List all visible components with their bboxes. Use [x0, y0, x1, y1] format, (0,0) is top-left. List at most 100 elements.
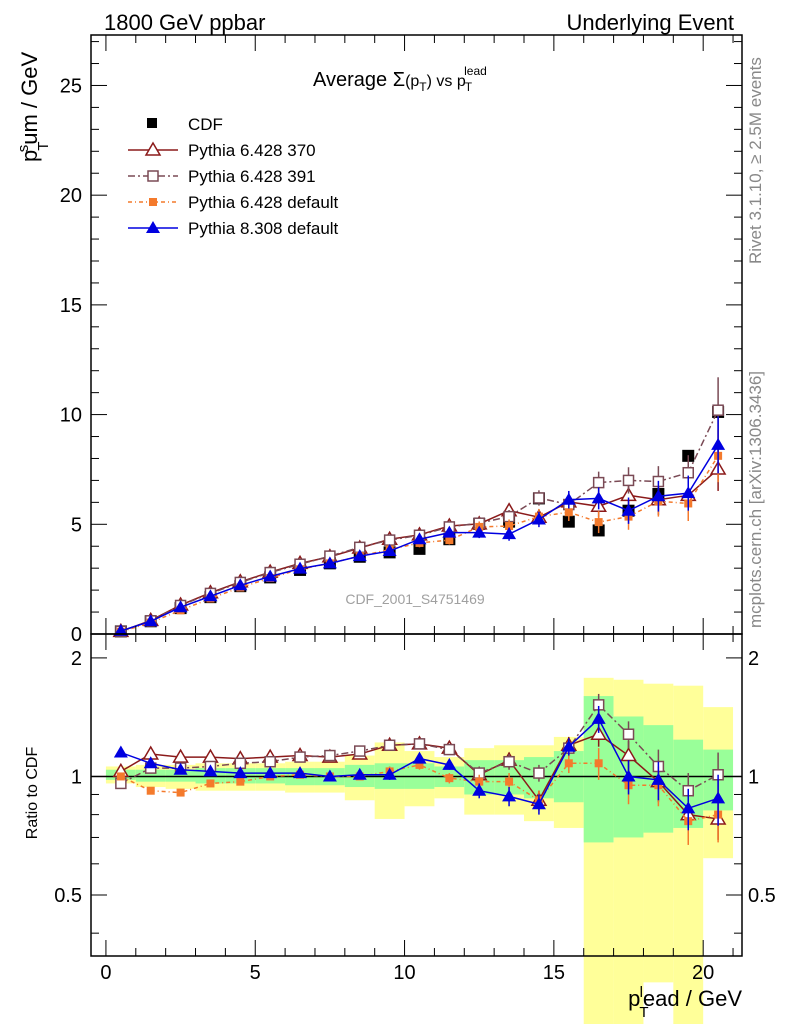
ratio-point-pydef — [206, 779, 215, 788]
ratio-point-py370 — [172, 748, 189, 763]
main-y-tick-label: 0 — [71, 624, 82, 646]
x-tick-label: 5 — [250, 962, 261, 984]
ratio-point-py391 — [533, 767, 545, 779]
ratio-point-pydef — [236, 777, 245, 786]
main-y-tick-label: 25 — [60, 75, 82, 97]
ratio-point-pydef — [564, 759, 573, 768]
ratio-point-py370 — [202, 748, 219, 763]
main-y-tick-label: 15 — [60, 295, 82, 317]
ratio-point-py8 — [561, 739, 576, 752]
ratio-point-py391 — [383, 739, 396, 752]
legend-entry-py370: Pythia 6.428 370 — [128, 141, 316, 160]
legend-marker-cdf — [147, 118, 157, 128]
legend-label-cdf: CDF — [188, 115, 223, 134]
x-axis-label: pTlead / GeV — [628, 984, 742, 1021]
main-point-pydef — [594, 518, 603, 527]
header-right: Underlying Event — [566, 10, 734, 35]
ratio-y-tick-label: 1 — [71, 766, 82, 788]
x-tick-label: 15 — [543, 962, 565, 984]
main-point-pydef — [505, 522, 514, 531]
legend-entry-pydef: Pythia 6.428 default — [128, 193, 339, 212]
main-point-py8 — [293, 561, 308, 574]
main-point-py8 — [203, 589, 218, 602]
main-point-py8 — [173, 600, 188, 613]
ratio-y-tick-label: 2 — [71, 648, 82, 670]
legend: CDF Pythia 6.428 370 Pythia 6.428 391 Py… — [128, 115, 339, 238]
legend-label-py391: Pythia 6.428 391 — [188, 167, 316, 186]
ratio-y-axis-label: Ratio to CDF — [24, 747, 41, 840]
main-point-py391 — [592, 476, 605, 489]
main-point-py8 — [143, 614, 158, 627]
main-point-py8 — [531, 512, 546, 525]
legend-marker-pydef — [149, 198, 157, 206]
main-point-pydef — [564, 508, 573, 517]
main-point-py8 — [322, 556, 337, 569]
ratio-point-py8 — [113, 745, 128, 758]
main-point-py8 — [382, 544, 397, 557]
ratio-point-py8 — [621, 769, 636, 782]
main-point-py8 — [591, 491, 606, 504]
legend-entry-py391: Pythia 6.428 391 — [128, 167, 316, 186]
main-point-py8 — [263, 569, 278, 582]
ratio-point-py391 — [294, 751, 306, 763]
main-point-py8 — [502, 527, 517, 540]
legend-entry-py8: Pythia 8.308 default — [128, 219, 339, 238]
legend-entry-cdf: CDF — [147, 115, 223, 134]
ratio-point-py8 — [442, 757, 457, 770]
main-point-py391 — [383, 534, 396, 546]
main-point-py391 — [622, 474, 635, 487]
ratio-point-py8 — [531, 797, 546, 810]
x-tick-label: 20 — [692, 962, 714, 984]
ratio-point-py391 — [354, 745, 366, 757]
legend-marker-py370 — [144, 141, 162, 156]
main-point-pydef — [445, 536, 454, 545]
legend-label-py8: Pythia 8.308 default — [188, 219, 339, 238]
legend-marker-py8 — [146, 221, 160, 233]
ratio-point-py8 — [591, 711, 606, 724]
ratio-point-py8 — [711, 791, 726, 804]
ratio-point-py8 — [382, 767, 397, 780]
main-y-tick-label: 10 — [60, 405, 82, 427]
ratio-point-py8 — [651, 772, 666, 785]
main-y-tick-label: 5 — [71, 514, 82, 536]
ratio-plot-frame — [90, 633, 743, 957]
legend-marker-py391 — [147, 170, 159, 182]
ratio-point-py391 — [622, 728, 635, 740]
main-point-py8 — [472, 525, 487, 538]
ratio-point-pydef — [445, 774, 454, 783]
ratio-point-py8 — [203, 764, 218, 777]
ratio-y-tick-label-right: 0.5 — [748, 885, 776, 907]
ratio-y-tick-label-right: 1 — [748, 766, 759, 788]
chart-title: Average Σ(pT) vs pTlead — [313, 64, 487, 94]
ratio-point-py8 — [502, 789, 517, 802]
ratio-point-pydef — [415, 760, 424, 769]
main-y-axis-label: pTsum / GeV — [15, 52, 52, 162]
main-line-py391 — [120, 409, 719, 633]
main-point-py8 — [113, 623, 128, 636]
ratio-point-pydef — [176, 788, 185, 797]
legend-label-py370: Pythia 6.428 370 — [188, 141, 316, 160]
ratio-point-py391 — [503, 755, 515, 768]
x-tick-label: 10 — [393, 962, 415, 984]
analysis-watermark: CDF_2001_S4751469 — [345, 591, 485, 607]
ratio-point-py8 — [412, 751, 427, 764]
main-point-py8 — [681, 486, 696, 499]
ratio-point-pydef — [505, 777, 514, 786]
ratio-point-py391 — [264, 755, 276, 768]
main-point-py8 — [412, 532, 427, 545]
ratio-series-layer — [112, 693, 727, 845]
legend-label-pydef: Pythia 6.428 default — [188, 193, 339, 212]
ratio-point-pydef — [475, 777, 484, 786]
ratio-y-tick-label-right: 2 — [748, 648, 759, 670]
ratio-point-py8 — [233, 766, 248, 779]
ratio-point-py8 — [263, 766, 278, 779]
main-point-py8 — [352, 549, 367, 562]
rivet-version-label: Rivet 3.1.10, ≥ 2.5M events — [746, 57, 765, 264]
main-point-py8 — [711, 437, 726, 450]
ratio-point-pydef — [594, 759, 603, 768]
ratio-point-py8 — [681, 801, 696, 814]
ratio-point-py391 — [413, 738, 426, 750]
ratio-point-py8 — [472, 783, 487, 796]
